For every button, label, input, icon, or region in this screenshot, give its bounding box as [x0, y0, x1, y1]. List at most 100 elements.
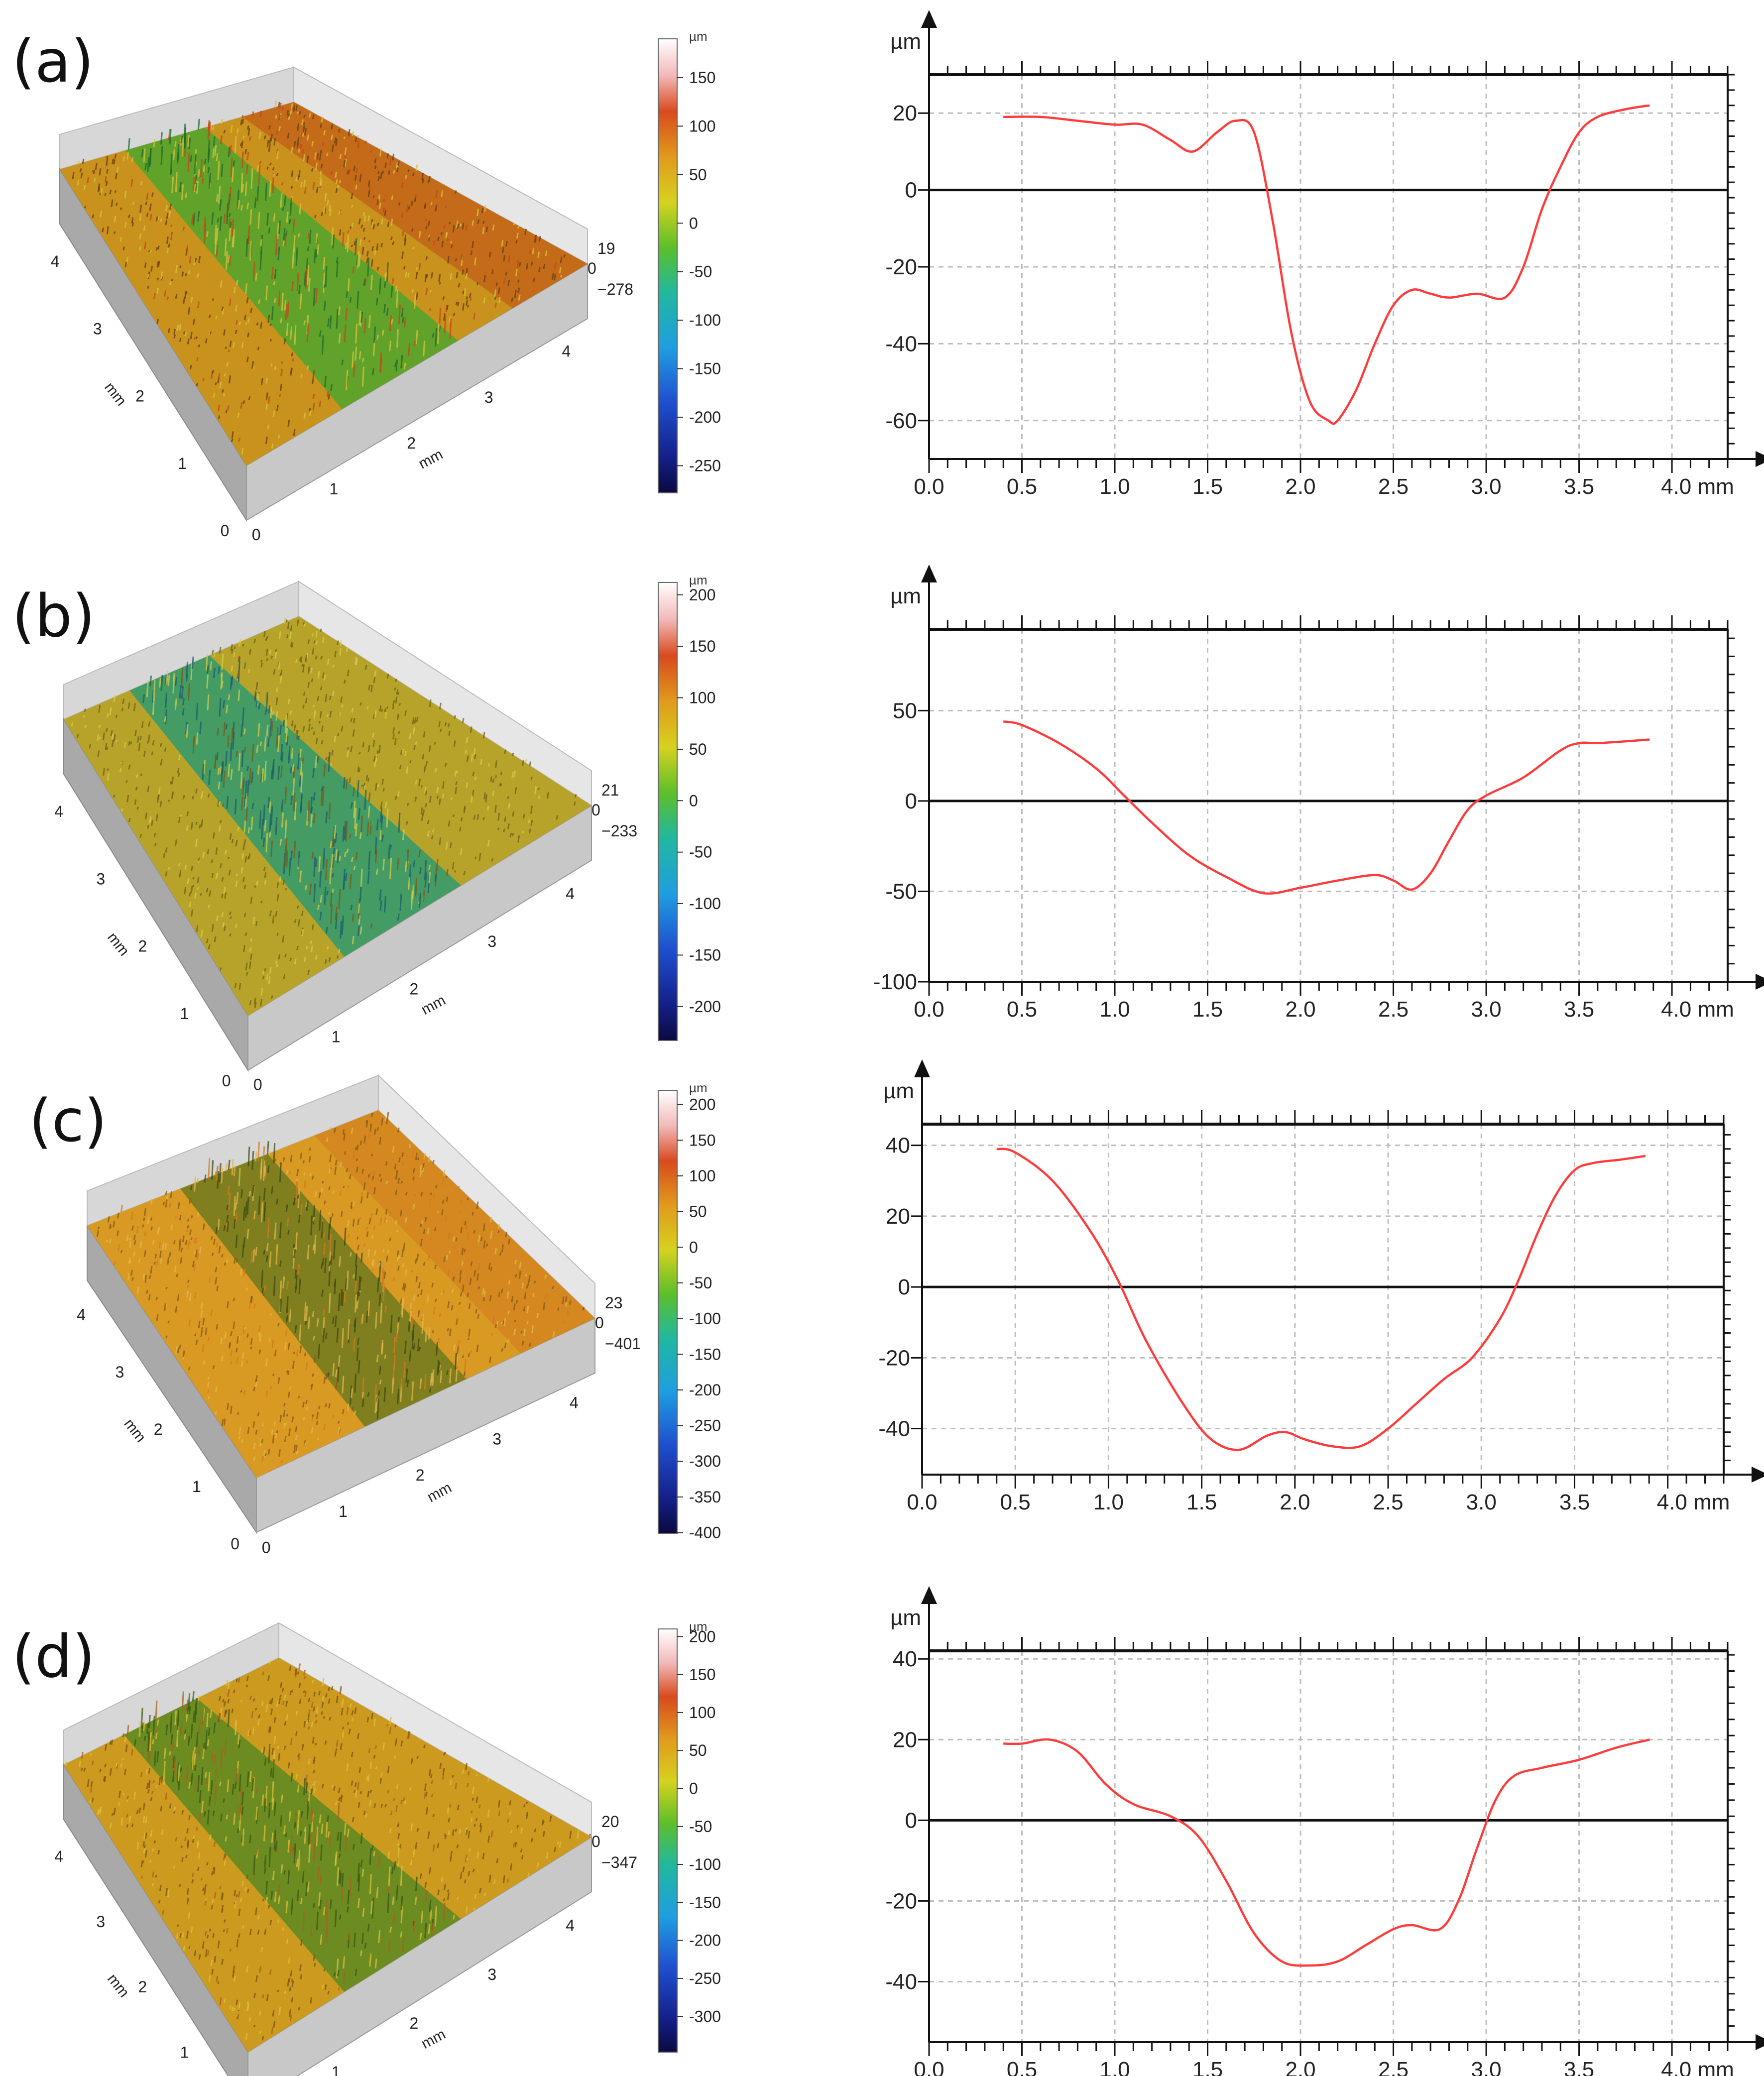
x-tick-label: 0.5: [1007, 2058, 1037, 2076]
x-tick-label: 4.0 mm: [1661, 997, 1734, 1022]
colorbar-tick-label: -200: [689, 1932, 721, 1950]
panel-label-d: (d): [12, 1622, 95, 1691]
x-tick-label: 3.0: [1471, 2058, 1501, 2076]
colorbar-tick-label: -200: [689, 998, 721, 1016]
colorbar-tick-label: -50: [689, 1818, 712, 1836]
colorbar-tick-label: -250: [689, 457, 721, 474]
profile-chart-d: 0.0 0.5 1.0 1.5 2.0 2.5 3.0 3.5 4.0 mm 40 20 0 -20 -4…: [885, 1586, 1764, 2076]
x-tick-label: 1.5: [1192, 474, 1223, 499]
colorbar-tick-label: 0: [689, 792, 698, 809]
profile-line: [1003, 720, 1650, 895]
x-tick-label: 1.5: [1186, 1490, 1217, 1514]
colorbar: [658, 38, 678, 493]
x-axis-tick: 1: [332, 2063, 341, 2076]
colorbar-tick-label: -100: [689, 1310, 721, 1328]
surface-texture: [65, 1660, 591, 2041]
y-tick-label: 0: [905, 178, 917, 203]
colorbar-tick-label: -150: [689, 946, 721, 964]
colorbar-tick-label: 100: [689, 689, 715, 707]
surface-texture: [71, 618, 577, 1008]
y-axis-tick: 0: [221, 522, 230, 540]
y-tick-label: 20: [893, 1728, 917, 1752]
x-tick-label: 2.0: [1280, 1490, 1310, 1514]
y-axis-tick: 3: [96, 1913, 105, 1931]
x-tick-label: 4.0 mm: [1657, 1490, 1730, 1514]
y-axis-unit: µm: [890, 29, 921, 54]
y-tick-label: -20: [878, 1346, 910, 1370]
z-min-label: −401: [605, 1335, 641, 1353]
colorbar-tick-label: 50: [689, 1741, 707, 1759]
x-tick-label: 2.0: [1285, 2058, 1315, 2076]
x-tick-label: 1.0: [1099, 2058, 1130, 2076]
x-tick-label: 3.5: [1559, 1490, 1590, 1514]
y-tick-label: 50: [893, 698, 917, 723]
y-axis-tick: 3: [93, 320, 102, 338]
y-axis-tick: 2: [154, 1420, 163, 1438]
y-tick-label: -100: [873, 970, 917, 994]
colorbar-tick-label: -150: [689, 1345, 721, 1363]
y-axis-tick: 1: [180, 1005, 189, 1023]
x-tick-label: 4.0 mm: [1661, 474, 1734, 499]
colorbar-unit: µm: [689, 1619, 707, 1634]
colorbar-tick-label: 100: [689, 117, 715, 135]
y-tick-label: 0: [905, 1808, 917, 1833]
x-tick-label: 0.0: [914, 2058, 944, 2076]
surface-plot-c: 0123401234mmmm230−401µm200150100500-50-1…: [77, 1074, 721, 1557]
colorbar: [658, 1628, 678, 2053]
profile-line: [1003, 1738, 1650, 1967]
y-axis-unit: µm: [883, 1079, 914, 1103]
x-tick-label: 3.0: [1471, 474, 1501, 499]
colorbar-tick-label: -50: [689, 843, 712, 861]
x-axis-tick: 1: [339, 1502, 348, 1520]
colorbar-tick-label: -100: [689, 1855, 721, 1873]
x-tick-label: 0.5: [1007, 474, 1037, 499]
surface-texture: [96, 1112, 585, 1464]
x-axis-tick: 4: [566, 1917, 575, 1935]
x-axis-tick: 4: [570, 1394, 579, 1412]
x-tick-label: 2.5: [1378, 997, 1409, 1022]
profile-chart-a: 0.0 0.5 1.0 1.5 2.0 2.5 3.0 3.5 4.0 mm 20 0 -20 -40 -…: [885, 10, 1764, 499]
z-zero-label: 0: [588, 259, 596, 277]
x-tick-label: 3.5: [1564, 2058, 1594, 2076]
x-tick-label: 3.5: [1564, 997, 1594, 1022]
x-axis-tick: 4: [562, 343, 571, 360]
y-tick-label: 40: [886, 1134, 910, 1158]
x-axis-tick: 1: [332, 1028, 341, 1046]
colorbar: [658, 1090, 678, 1534]
y-tick-label: -40: [878, 1417, 910, 1441]
profile-line: [1003, 104, 1650, 425]
y-tick-label: -50: [885, 879, 917, 904]
x-tick-label: 0.0: [907, 1490, 937, 1514]
y-axis-tick: 2: [135, 387, 144, 405]
colorbar-tick-label: -400: [689, 1524, 721, 1542]
y-tick-label: -40: [885, 332, 917, 356]
colorbar-tick-label: 0: [689, 1238, 698, 1256]
z-zero-label: 0: [591, 801, 600, 819]
x-axis-tick: 3: [487, 1965, 496, 1983]
front-left-wall: [63, 1763, 248, 2076]
colorbar-unit: µm: [689, 573, 707, 587]
profile-chart-c: 0.0 0.5 1.0 1.5 2.0 2.5 3.0 3.5 4.0 mm 40 20 0 -20 -4…: [878, 1059, 1764, 1514]
z-max-label: 19: [597, 239, 615, 257]
x-tick-label: 4.0 mm: [1661, 2058, 1734, 2076]
x-tick-label: 2.5: [1378, 2058, 1409, 2076]
surface-plot-d: 0123401234mmmm200−347µm200150100500-50-1…: [54, 1619, 721, 2076]
y-tick-label: 0: [905, 789, 917, 813]
y-axis-arrow: [921, 565, 937, 582]
y-axis-tick: 0: [222, 1072, 231, 1090]
z-min-label: −233: [601, 822, 637, 840]
colorbar: [658, 582, 678, 1041]
surface-accent-band: [242, 102, 588, 309]
x-tick-label: 0.5: [1007, 997, 1037, 1022]
colorbar-tick-label: -50: [689, 1274, 712, 1292]
y-axis-tick: 1: [178, 455, 187, 472]
x-axis-tick: 2: [410, 2014, 419, 2032]
y-axis-tick: 1: [192, 1478, 201, 1496]
x-tick-label: 3.5: [1564, 474, 1594, 499]
y-tick-label: 20: [886, 1204, 910, 1229]
surface-accent-band: [314, 1110, 595, 1354]
colorbar-tick-label: -300: [689, 1452, 721, 1470]
z-zero-label: 0: [595, 1314, 604, 1332]
